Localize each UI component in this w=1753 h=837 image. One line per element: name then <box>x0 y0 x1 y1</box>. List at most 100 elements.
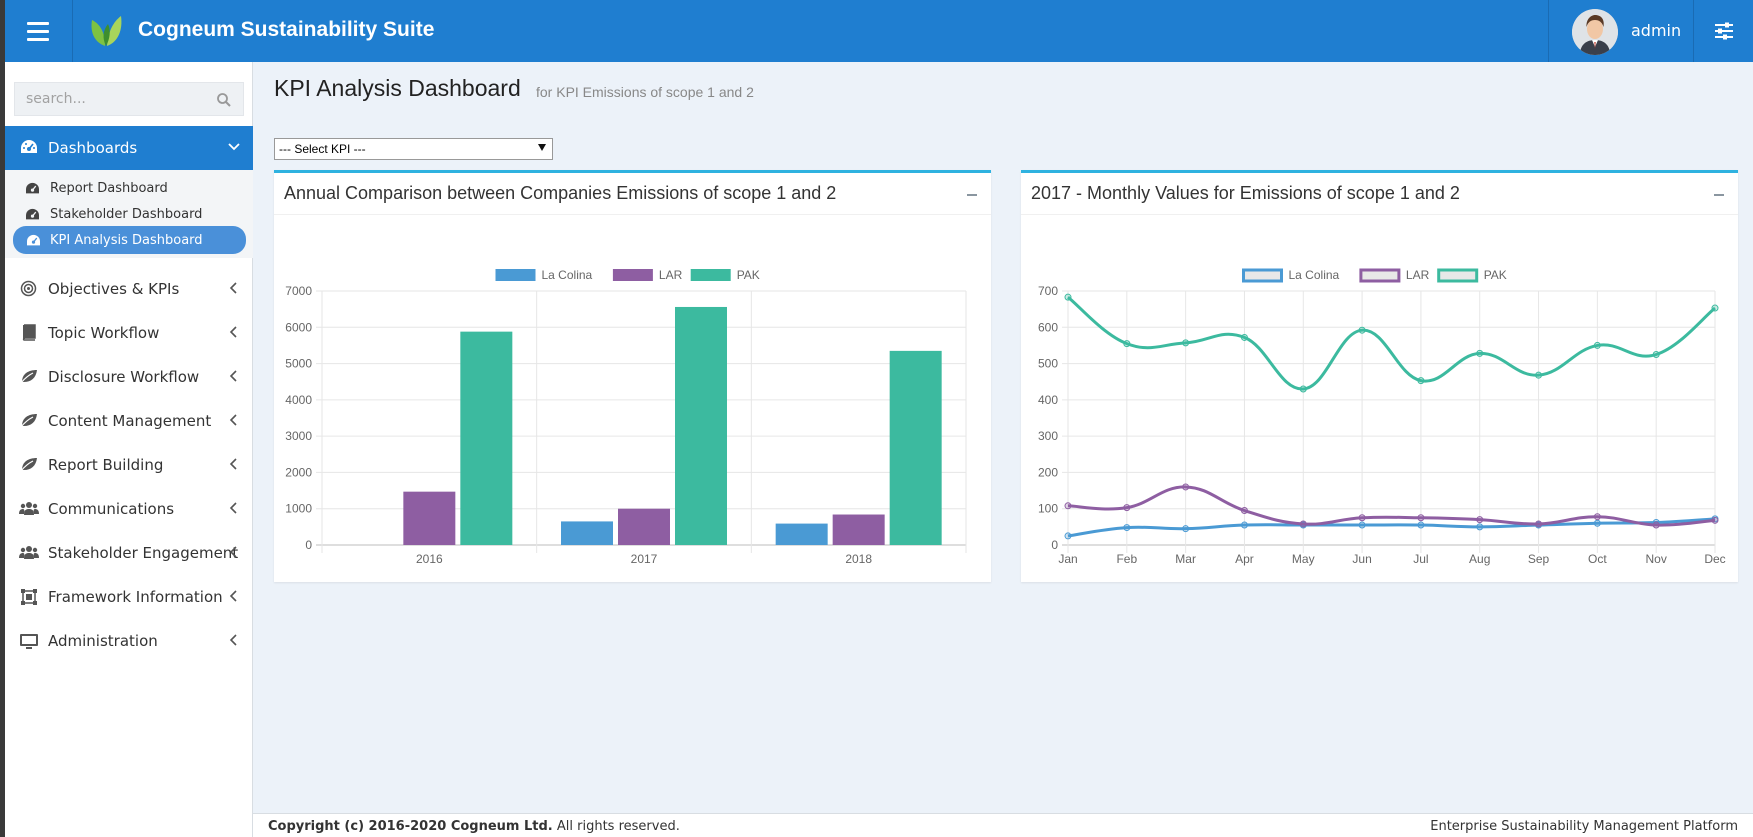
point-pak-Nov <box>1652 351 1660 358</box>
x-tick-label: Oct <box>1588 552 1607 566</box>
search-box <box>14 82 244 116</box>
user-avatar[interactable] <box>1572 9 1618 55</box>
legend-swatch-lar <box>612 269 653 281</box>
chevron-left-icon <box>229 458 237 470</box>
point-pak-Oct <box>1593 341 1601 349</box>
sidebar-subitem-kpi-analysis-dashboard[interactable]: KPI Analysis Dashboard <box>13 226 246 254</box>
series-line-pak <box>1067 295 1716 391</box>
point-lar-Jun <box>1358 514 1366 522</box>
sidebar-item-topic-workflow[interactable]: Topic Workflow <box>5 311 253 355</box>
footer-copyright: Copyright (c) 2016-2020 Cogneum Ltd. All… <box>268 819 680 834</box>
username-label[interactable]: admin <box>1631 21 1682 40</box>
search-icon[interactable] <box>216 92 232 108</box>
sidebar-item-label: Report Building <box>48 456 164 474</box>
kpi-select[interactable]: --- Select KPI --- <box>274 138 553 160</box>
y-tick-label: 0 <box>305 538 312 552</box>
sidebar-item-stakeholder-engagement[interactable]: Stakeholder Engagement <box>5 531 253 575</box>
bar-la-colina-2017 <box>561 521 613 545</box>
point-la-colina-Apr <box>1240 521 1248 529</box>
legend-label-lar: LAR <box>1406 268 1430 282</box>
x-tick-label: Feb <box>1116 552 1137 566</box>
search-input[interactable] <box>15 83 205 115</box>
chevron-left-icon <box>229 326 237 338</box>
y-tick-label: 400 <box>1038 393 1058 407</box>
sidebar-subitem-label: Stakeholder Dashboard <box>50 207 203 222</box>
leaf-icon <box>20 370 37 384</box>
chevron-left-icon <box>229 282 237 294</box>
y-tick-label: 600 <box>1038 320 1058 334</box>
panel-divider <box>274 214 991 215</box>
sidebar-item-objectives-kpis[interactable]: Objectives & KPIs <box>5 267 253 311</box>
sidebar-item-communications[interactable]: Communications <box>5 487 253 531</box>
annual-comparison-panel: Annual Comparison between Companies Emis… <box>274 170 991 582</box>
x-tick-label: Sep <box>1528 552 1550 566</box>
sidebar-item-framework-information[interactable]: Framework Information <box>5 575 253 619</box>
chevron-left-icon <box>229 590 237 602</box>
sidebar-item-label: Content Management <box>48 412 212 430</box>
sidebar-item-dashboards[interactable]: Dashboards <box>5 126 253 170</box>
y-tick-label: 7000 <box>285 284 312 298</box>
sidebar-item-report-building[interactable]: Report Building <box>5 443 253 487</box>
x-tick-label: Jul <box>1413 552 1428 566</box>
hamburger-icon-bar <box>27 38 49 41</box>
point-lar-Aug <box>1476 516 1484 524</box>
point-lar-Oct <box>1593 513 1601 521</box>
sidebar-subitem-stakeholder-dashboard[interactable]: Stakeholder Dashboard <box>5 200 253 228</box>
point-pak-Feb <box>1123 340 1131 348</box>
chevron-left-icon <box>229 370 237 382</box>
x-tick-label: Mar <box>1175 552 1196 566</box>
bar-lar-2018 <box>832 514 885 545</box>
minimize-icon[interactable] <box>1714 194 1724 196</box>
point-la-colina-Mar <box>1182 525 1190 533</box>
sidebar-subitem-label: Report Dashboard <box>50 181 168 196</box>
x-tick-label: 2017 <box>631 552 658 566</box>
x-tick-label: Apr <box>1235 552 1254 566</box>
header-divider <box>72 0 73 62</box>
dashboard-icon <box>27 234 40 246</box>
y-tick-label: 200 <box>1038 465 1058 479</box>
point-lar-Jan <box>1064 502 1072 510</box>
chevron-left-icon <box>229 502 237 514</box>
sidebar-item-label: Topic Workflow <box>48 324 160 342</box>
point-pak-Jul <box>1417 377 1425 385</box>
point-la-colina-Oct <box>1593 519 1601 527</box>
x-tick-label: Dec <box>1704 552 1725 566</box>
x-tick-label: 2018 <box>845 552 872 566</box>
y-tick-label: 500 <box>1038 357 1058 371</box>
annual-bar-chart: La Colina LAR PAK 0 1000 2000 3000 4000 5000 6000… <box>285 268 967 566</box>
point-lar-May <box>1299 520 1307 528</box>
window-edge <box>0 0 5 837</box>
sidebar-item-label: Objectives & KPIs <box>48 280 180 298</box>
users-icon <box>19 546 39 559</box>
sidebar-subitem-report-dashboard[interactable]: Report Dashboard <box>5 174 253 202</box>
menu-toggle-button[interactable] <box>17 12 59 50</box>
sidebar-item-disclosure-workflow[interactable]: Disclosure Workflow <box>5 355 253 399</box>
panel-title: 2017 - Monthly Values for Emissions of s… <box>1031 183 1460 203</box>
y-tick-label: 100 <box>1038 502 1058 516</box>
sidebar-item-administration[interactable]: Administration <box>5 619 253 663</box>
point-la-colina-Feb <box>1123 524 1131 532</box>
panel-title: Annual Comparison between Companies Emis… <box>284 183 837 203</box>
legend-label-lar: LAR <box>659 268 683 282</box>
bar-lar-2017 <box>618 508 670 545</box>
bar-lar-2016 <box>403 491 456 545</box>
sliders-icon[interactable] <box>1711 18 1737 44</box>
users-icon <box>19 502 39 515</box>
footer-platform: Enterprise Sustainability Management Pla… <box>1430 819 1738 834</box>
sidebar-item-content-management[interactable]: Content Management <box>5 399 253 443</box>
x-tick-label: 2016 <box>416 552 443 566</box>
minimize-icon[interactable] <box>967 194 977 196</box>
bar-pak-2017 <box>675 306 727 545</box>
framework-icon <box>21 589 37 605</box>
legend-swatch-pak <box>690 269 731 281</box>
legend-label-la-colina: La Colina <box>542 268 593 282</box>
dropdown-arrow-icon <box>538 144 546 151</box>
point-la-colina-Aug <box>1476 523 1484 531</box>
legend-label-pak: PAK <box>1484 268 1507 282</box>
dashboard-icon <box>26 208 39 220</box>
legend-swatch-pak <box>1437 268 1479 283</box>
hamburger-icon-bar <box>27 30 49 33</box>
point-lar-Jul <box>1417 514 1425 522</box>
point-la-colina-Jul <box>1417 521 1425 529</box>
leaf-icon <box>20 414 37 428</box>
